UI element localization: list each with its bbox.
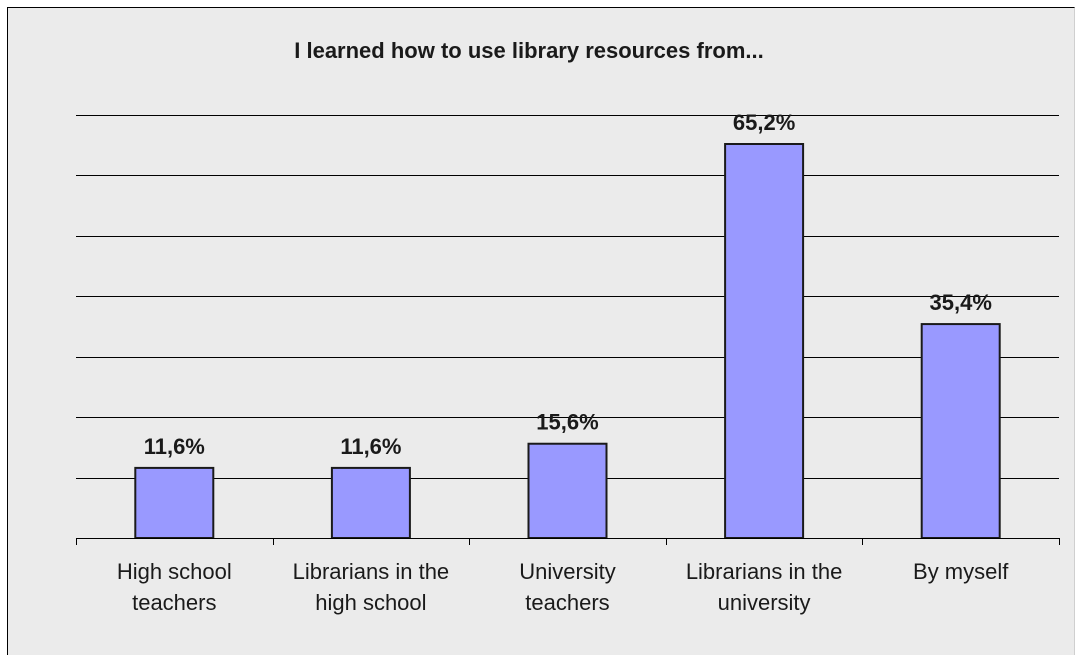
data-label: 11,6%	[340, 434, 401, 459]
chart-frame: I learned how to use library resources f…	[7, 7, 1075, 655]
category-label-line: By myself	[913, 559, 1009, 584]
category-label: High school teachers	[117, 559, 232, 615]
category-label: Librarians in the university	[686, 559, 843, 615]
data-labels: 11,6% 11,6% 15,6% 65,2% 35,4%	[144, 110, 992, 459]
category-label-line: University	[519, 559, 616, 584]
bars	[134, 143, 1001, 540]
bar	[920, 323, 1001, 539]
bar	[134, 466, 215, 540]
chart-title: I learned how to use library resources f…	[294, 38, 763, 63]
data-label: 35,4%	[930, 290, 992, 315]
category-label: By myself	[913, 559, 1009, 584]
category-label: Librarians in the high school	[293, 559, 450, 615]
gridlines	[76, 115, 1059, 479]
category-label-line: Librarians in the	[293, 559, 450, 584]
data-label: 15,6%	[536, 410, 598, 435]
category-label-line: teachers	[132, 590, 216, 615]
data-label: 11,6%	[144, 434, 205, 459]
bar	[330, 466, 411, 540]
category-label-line: teachers	[525, 590, 609, 615]
x-axis	[76, 538, 1060, 545]
category-label-line: High school	[117, 559, 232, 584]
category-labels: High school teachers Librarians in the high…	[117, 559, 1009, 615]
category-label-line: high school	[315, 590, 426, 615]
bar-chart: I learned how to use library resources f…	[76, 38, 1060, 615]
bar	[724, 143, 805, 539]
bar	[527, 442, 608, 539]
data-label: 65,2%	[733, 110, 795, 135]
category-label: University teachers	[519, 559, 616, 615]
category-label-line: university	[718, 590, 811, 615]
category-label-line: Librarians in the	[686, 559, 843, 584]
